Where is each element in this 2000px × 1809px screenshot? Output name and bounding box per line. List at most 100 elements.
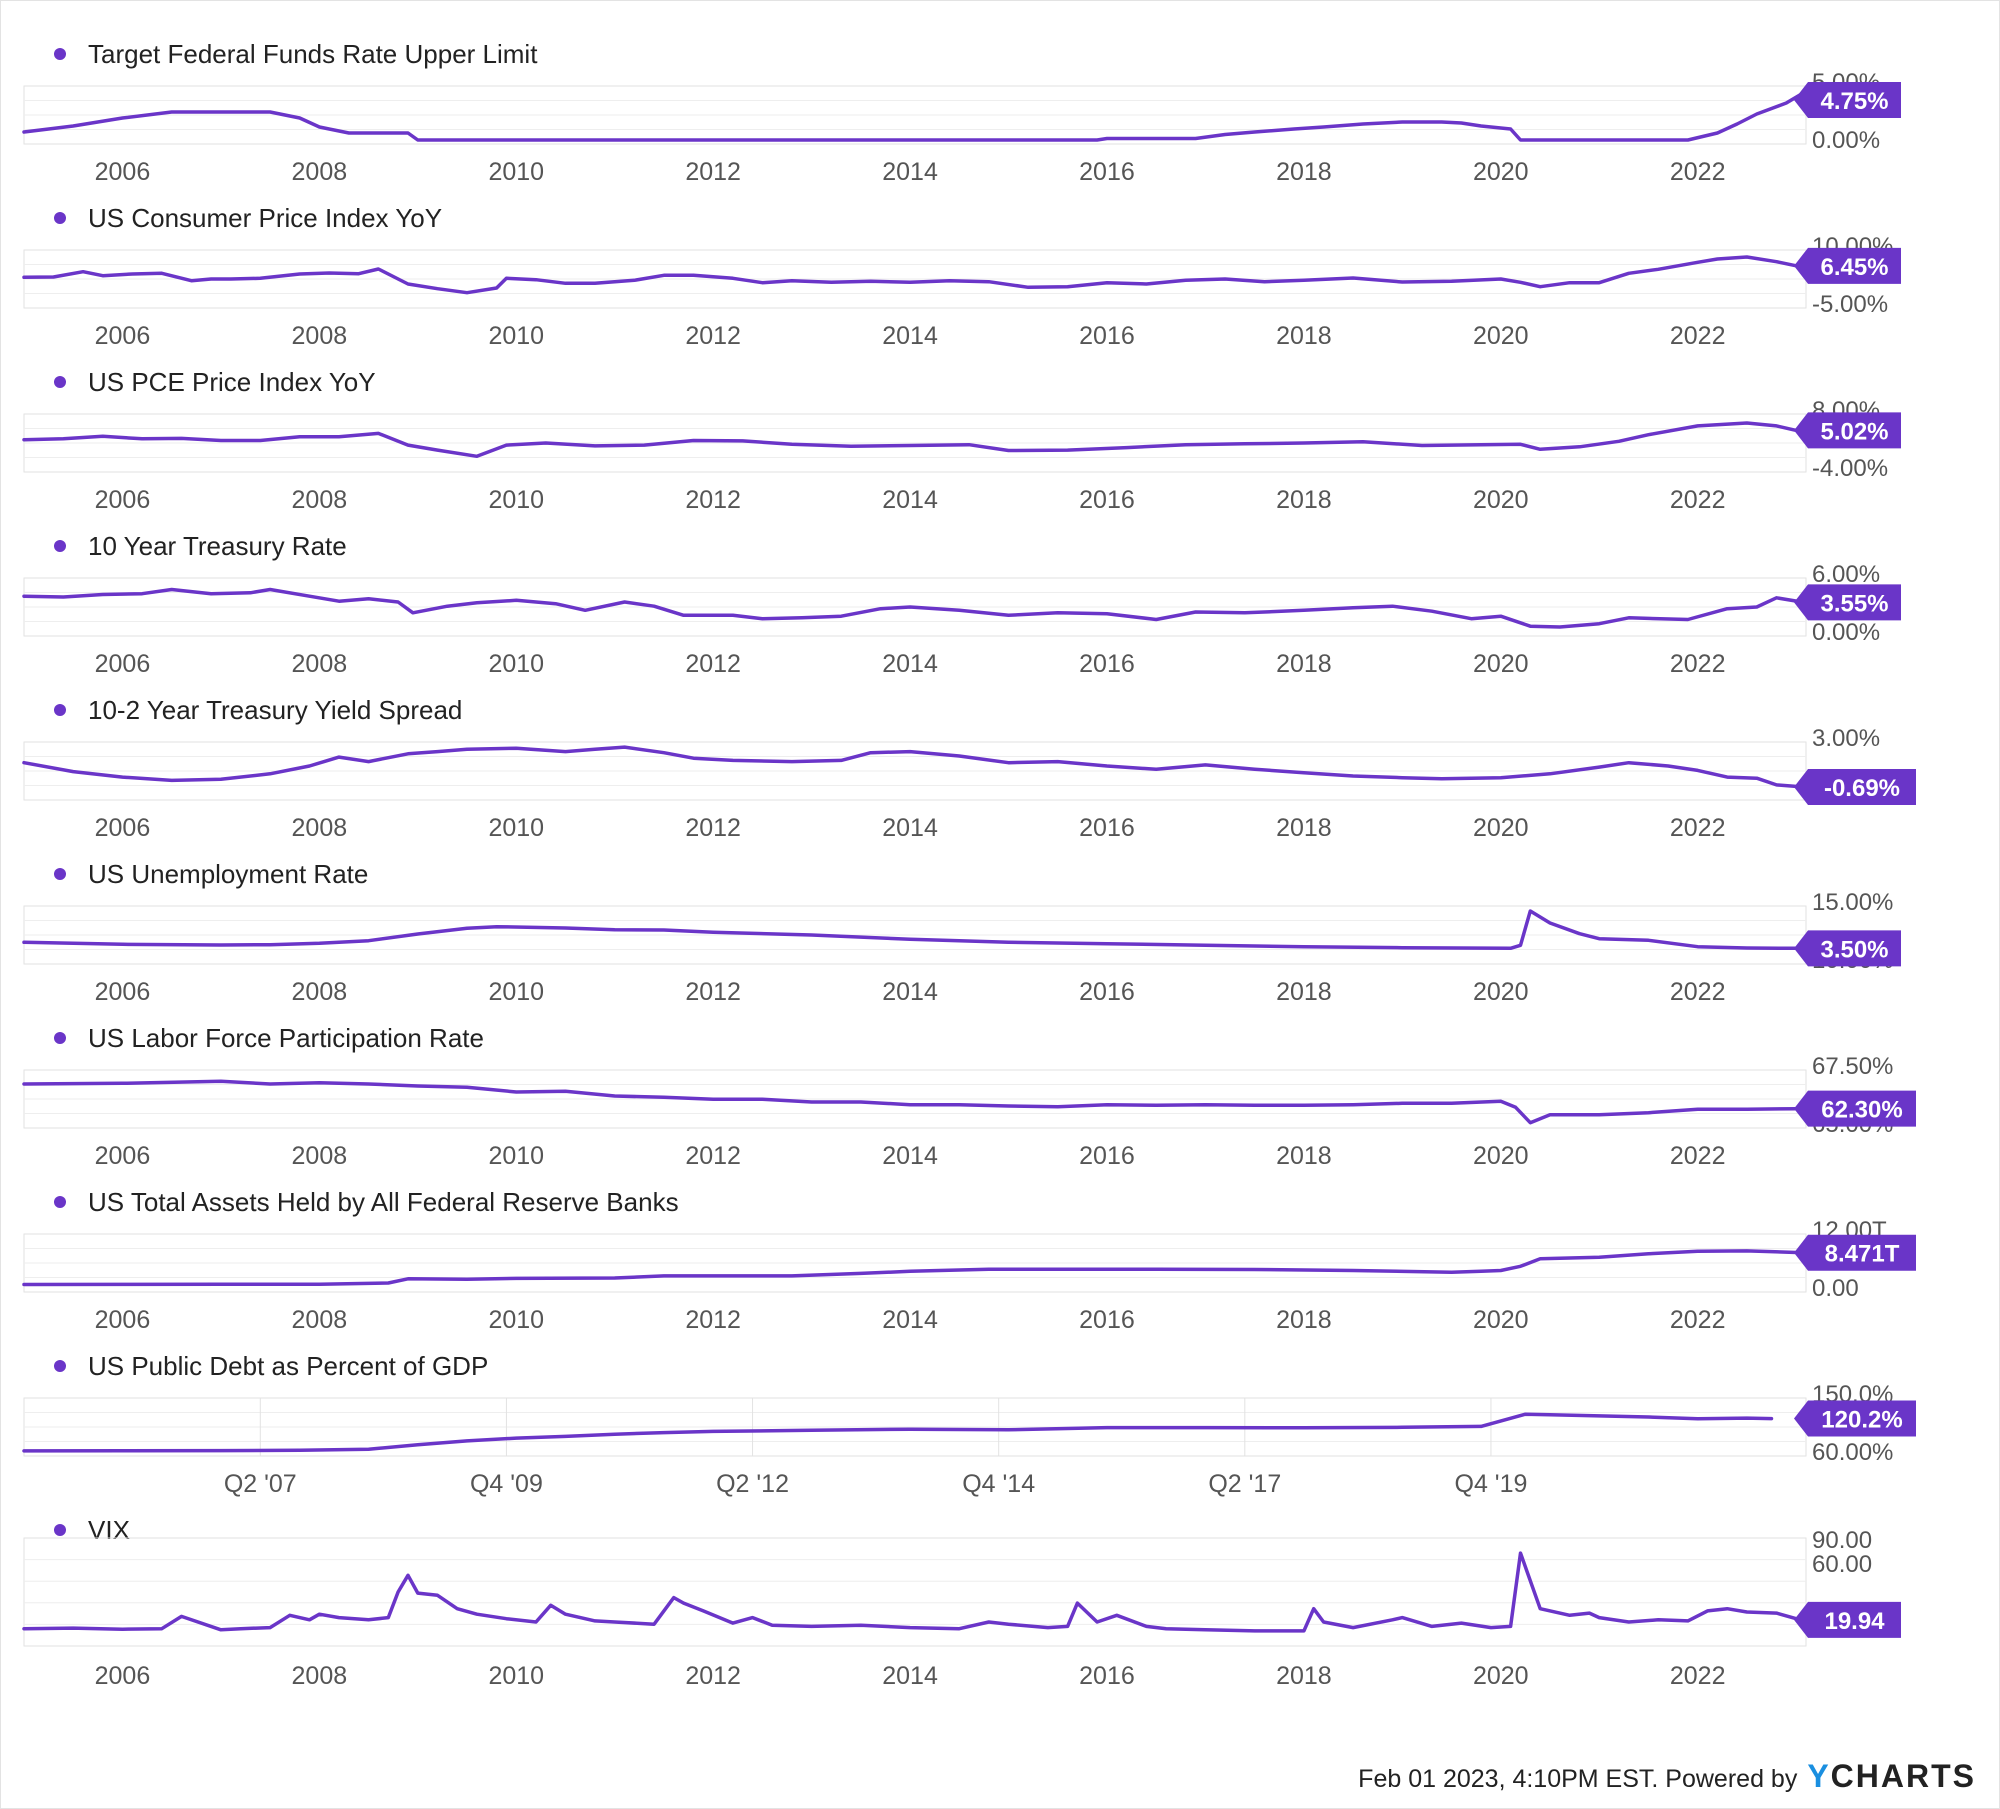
panel-3: US PCE Price Index YoY 2006 2008 2010 2012 20… (22, 367, 1901, 514)
panel-title: US PCE Price Index YoY (88, 367, 376, 397)
panel-1: Target Federal Funds Rate Upper Limit 200… (22, 39, 1901, 186)
y-tick-label: 0.00% (1812, 619, 1880, 646)
x-tick-label: 2012 (685, 1662, 741, 1690)
x-tick-label: 2020 (1473, 158, 1529, 186)
last-value-label: 19.94 (1824, 1608, 1885, 1635)
x-tick-label: 2014 (882, 1662, 938, 1690)
x-tick-label: 2014 (882, 1142, 938, 1170)
y-tick-label: 0.00 (1812, 1275, 1859, 1302)
x-tick-label: 2014 (882, 650, 938, 678)
x-tick-label: 2008 (292, 1662, 348, 1690)
last-value-badge (1794, 412, 1901, 449)
y-tick-label: 0.00% (1812, 127, 1880, 154)
x-tick-label: 2014 (882, 486, 938, 514)
x-tick-label: 2022 (1670, 650, 1726, 678)
x-tick-label: 2016 (1079, 814, 1135, 842)
legend-dot (54, 48, 66, 60)
x-tick-label: Q4 '19 (1455, 1470, 1528, 1498)
x-tick-label: 2020 (1473, 1306, 1529, 1334)
series-line (22, 909, 1798, 951)
last-value-badge (1794, 82, 1901, 118)
x-tick-label: 2010 (488, 1662, 544, 1690)
last-value-badge (1794, 1234, 1916, 1271)
legend-dot (54, 1196, 66, 1208)
x-tick-label: 2006 (95, 486, 151, 514)
x-tick-label: 2014 (882, 1306, 938, 1334)
y-tick-label: 15.00% (1812, 889, 1893, 916)
x-tick-label: 2016 (1079, 978, 1135, 1006)
legend-dot (54, 212, 66, 224)
x-tick-label: 2008 (292, 1306, 348, 1334)
x-tick-label: 2008 (292, 650, 348, 678)
x-tick-label: 2012 (685, 1142, 741, 1170)
panel-4: 10 Year Treasury Rate 2006 2008 2010 2012 201… (22, 531, 1901, 678)
x-tick-label: 2020 (1473, 1142, 1529, 1170)
last-value-badge (1794, 1601, 1901, 1638)
x-tick-label: 2008 (292, 814, 348, 842)
x-tick-label: 2014 (882, 814, 938, 842)
panel-8: US Total Assets Held by All Federal Rese… (22, 1187, 1916, 1334)
x-tick-label: 2012 (685, 158, 741, 186)
x-tick-label: 2022 (1670, 978, 1726, 1006)
x-tick-label: 2006 (95, 650, 151, 678)
last-value-badge (1794, 584, 1901, 621)
ycharts-logo[interactable]: YCHARTS (1807, 1758, 1976, 1795)
x-tick-label: Q2 '17 (1208, 1470, 1281, 1498)
series-line (22, 1551, 1806, 1633)
series-line (22, 90, 1806, 142)
panel-title: US Public Debt as Percent of GDP (88, 1351, 488, 1381)
legend-dot (54, 1032, 66, 1044)
x-tick-label: 2010 (488, 978, 544, 1006)
x-tick-label: 2020 (1473, 978, 1529, 1006)
legend-dot (54, 540, 66, 552)
last-value-label: 3.55% (1820, 590, 1888, 617)
x-tick-label: 2012 (685, 486, 741, 514)
last-value-label: 62.30% (1821, 1097, 1902, 1124)
y-tick-label: -4.00% (1812, 455, 1888, 482)
x-tick-label: 2012 (685, 1306, 741, 1334)
series-line (22, 1249, 1806, 1287)
x-tick-label: 2008 (292, 486, 348, 514)
x-tick-label: 2006 (95, 1142, 151, 1170)
x-tick-label: 2012 (685, 322, 741, 350)
series-line (22, 1079, 1798, 1125)
x-tick-label: 2008 (292, 158, 348, 186)
y-tick-label: 60.00% (1812, 1439, 1893, 1466)
panel-title: US Consumer Price Index YoY (88, 203, 442, 233)
last-value-label: 8.471T (1825, 1241, 1900, 1268)
x-tick-label: 2018 (1276, 1142, 1332, 1170)
x-tick-label: 2010 (488, 650, 544, 678)
panel-title: VIX (88, 1515, 130, 1545)
last-value-label: 3.50% (1820, 936, 1888, 963)
last-value-label: 120.2% (1821, 1407, 1902, 1434)
x-tick-label: 2010 (488, 814, 544, 842)
panel-title: US Labor Force Participation Rate (88, 1023, 484, 1053)
last-value-label: 4.75% (1820, 88, 1888, 115)
x-tick-label: 2008 (292, 322, 348, 350)
x-tick-label: 2008 (292, 1142, 348, 1170)
panel-title: US Unemployment Rate (88, 859, 368, 889)
x-tick-label: 2018 (1276, 1306, 1332, 1334)
series-line (22, 421, 1798, 459)
last-value-badge (1794, 1090, 1916, 1127)
panel-title: US Total Assets Held by All Federal Rese… (88, 1187, 679, 1217)
series-line (22, 1412, 1774, 1453)
panel-title: 10 Year Treasury Rate (88, 531, 347, 561)
x-tick-label: Q4 '14 (962, 1470, 1035, 1498)
x-tick-label: 2010 (488, 158, 544, 186)
x-tick-label: 2022 (1670, 322, 1726, 350)
x-tick-label: 2016 (1079, 158, 1135, 186)
x-tick-label: 2016 (1079, 322, 1135, 350)
x-tick-label: 2016 (1079, 650, 1135, 678)
x-tick-label: 2016 (1079, 486, 1135, 514)
panel-2: US Consumer Price Index YoY 2006 2008 2010 2… (22, 203, 1901, 350)
series-line (22, 255, 1798, 295)
x-tick-label: 2020 (1473, 486, 1529, 514)
legend-dot (54, 376, 66, 388)
x-tick-label: 2018 (1276, 978, 1332, 1006)
x-tick-label: 2012 (685, 978, 741, 1006)
x-tick-label: 2020 (1473, 650, 1529, 678)
legend-dot (54, 1524, 66, 1536)
x-tick-label: Q4 '09 (470, 1470, 543, 1498)
